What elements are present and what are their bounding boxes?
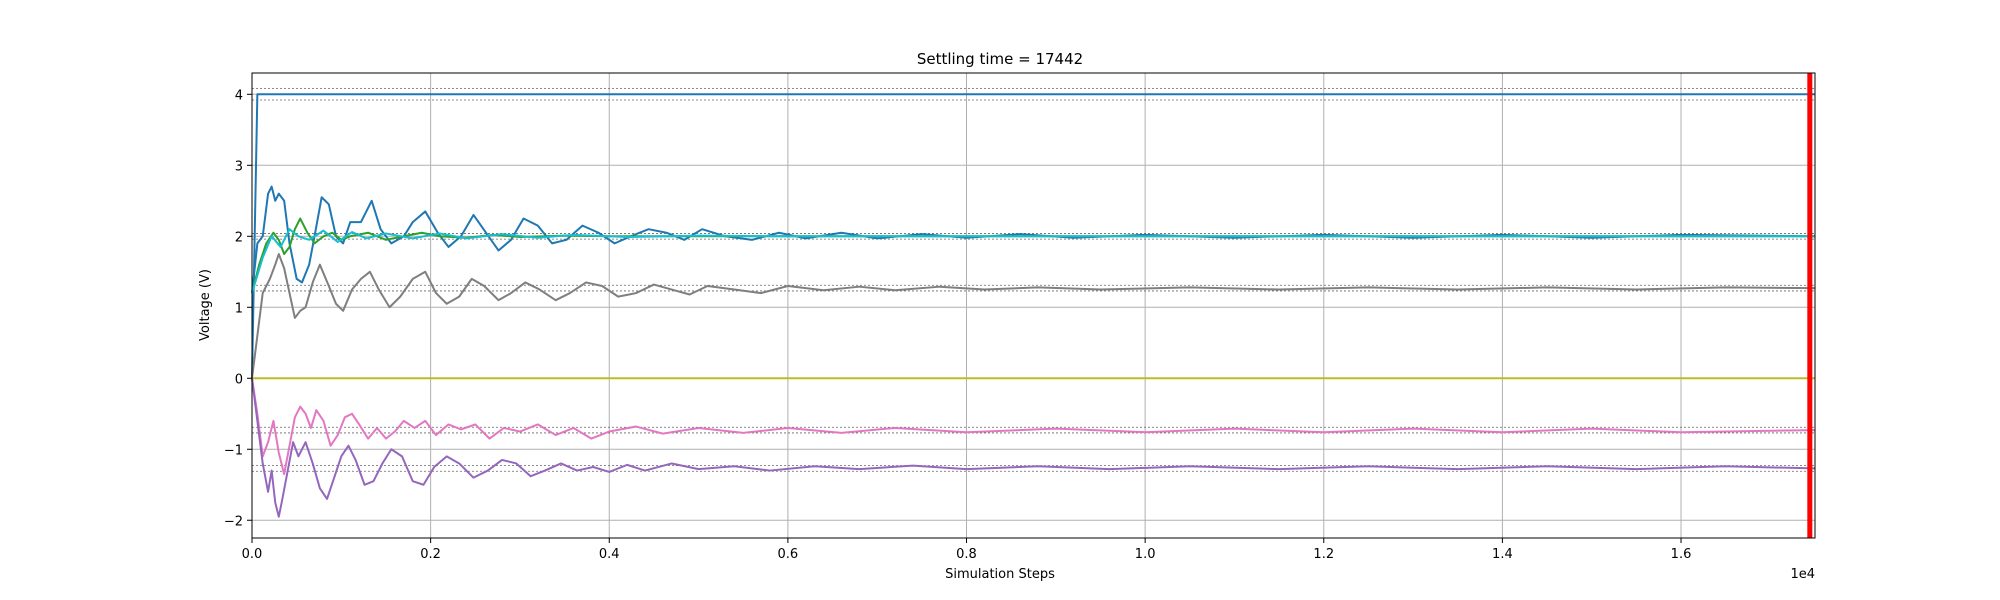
x-tick-label: 0.6 [778,547,799,562]
x-tick-label: 1.2 [1313,547,1334,562]
y-tick-label: 4 [235,88,243,103]
y-tick-label: −1 [224,443,243,458]
x-tick-label: 0.2 [420,547,441,562]
x-tick-label: 0.0 [242,547,263,562]
y-tick-label: 1 [235,301,243,316]
y-tick-label: −2 [224,514,243,529]
y-tick-label: 3 [235,159,243,174]
x-tick-label: 0.8 [956,547,977,562]
x-tick-label: 1.6 [1671,547,1692,562]
x-axis-offset-label: 1e4 [1790,567,1815,582]
x-tick-label: 0.4 [599,547,620,562]
chart-title: Settling time = 17442 [917,50,1083,68]
x-tick-label: 1.0 [1135,547,1156,562]
x-axis-label: Simulation Steps [945,567,1055,582]
y-axis-label: Voltage (V) [198,269,213,341]
y-tick-label: 2 [235,230,243,245]
x-tick-label: 1.4 [1492,547,1513,562]
y-tick-label: 0 [235,372,243,387]
